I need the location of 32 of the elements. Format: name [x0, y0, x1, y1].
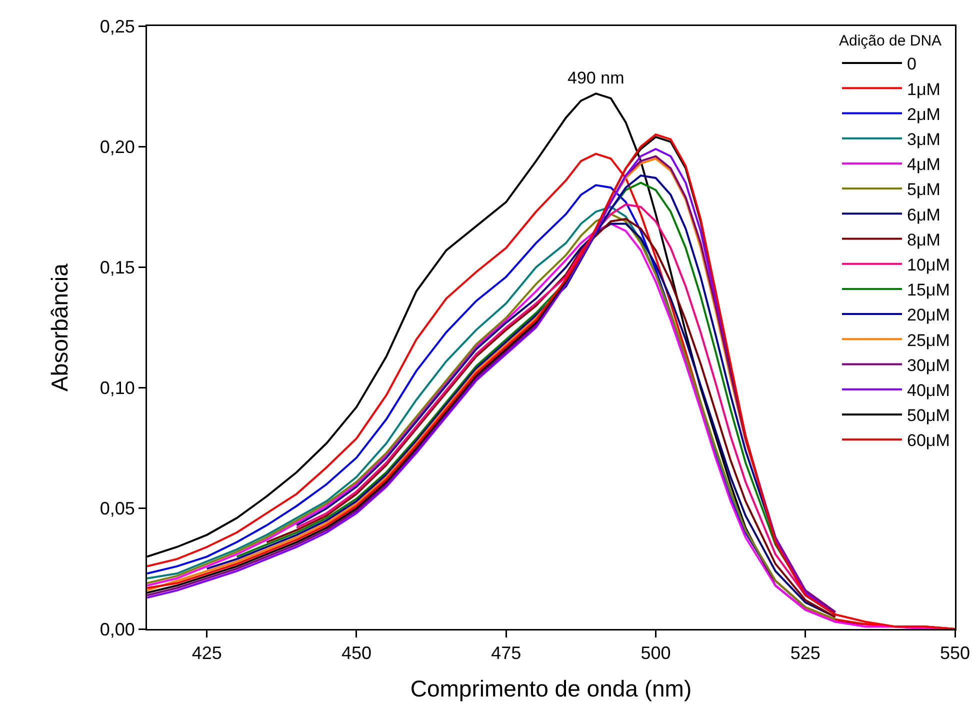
legend-label: 40μM: [907, 380, 950, 400]
legend-label: 8μM: [907, 230, 940, 250]
y-tick-label: 0,15: [100, 258, 135, 278]
legend-title: Adição de DNA: [839, 32, 942, 50]
x-axis-title: Comprimento de onda (nm): [410, 675, 692, 702]
x-tick-label: 425: [192, 643, 222, 664]
legend-label: 5μM: [907, 180, 940, 200]
legend-label: 25μM: [907, 330, 950, 350]
legend-label: 50μM: [907, 406, 950, 426]
legend-label: 0: [907, 54, 916, 74]
legend-label: 3μM: [907, 130, 940, 149]
legend-label: 60μM: [907, 431, 950, 450]
y-tick-label: 0,05: [100, 498, 135, 519]
legend-label: 4μM: [907, 155, 940, 174]
y-tick-label: 0,25: [100, 16, 135, 36]
x-tick-label: 475: [491, 643, 522, 664]
legend-label: 10μM: [907, 255, 950, 274]
legend-label: 2μM: [907, 104, 940, 124]
annotation: 490 nm: [568, 68, 624, 88]
x-tick-label: 525: [790, 643, 820, 664]
x-tick-label: 500: [640, 643, 671, 664]
legend-label: 15μM: [907, 280, 950, 300]
x-tick-label: 450: [341, 643, 372, 664]
legend-label: 30μM: [907, 356, 950, 375]
legend-label: 6μM: [907, 205, 940, 224]
y-tick-label: 0,00: [100, 619, 135, 640]
legend-label: 1μM: [907, 80, 940, 99]
y-axis-title: Absorbância: [46, 263, 73, 392]
legend-label: 20μM: [907, 306, 950, 325]
y-tick-label: 0,10: [100, 378, 135, 398]
x-tick-label: 550: [940, 643, 970, 664]
y-tick-label: 0,20: [100, 136, 135, 157]
